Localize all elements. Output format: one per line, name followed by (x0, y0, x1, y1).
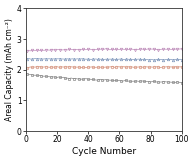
Y-axis label: Areal Capacity (mAh cm⁻²): Areal Capacity (mAh cm⁻²) (5, 18, 14, 121)
X-axis label: Cycle Number: Cycle Number (72, 147, 136, 156)
